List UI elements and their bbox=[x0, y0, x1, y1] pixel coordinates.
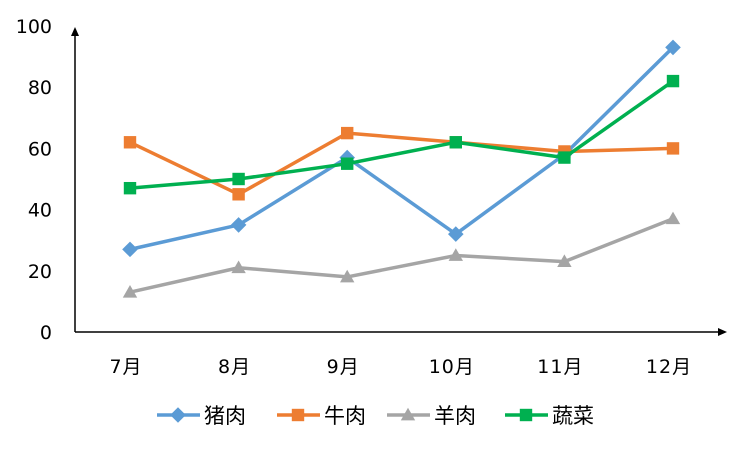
data-point bbox=[666, 142, 680, 155]
legend-item: 牛肉 bbox=[277, 404, 366, 428]
data-point bbox=[232, 188, 245, 201]
series-2 bbox=[123, 126, 680, 201]
series-line bbox=[129, 79, 675, 190]
legend-item: 蔬菜 bbox=[505, 404, 594, 428]
series-line bbox=[129, 46, 675, 252]
series-1 bbox=[122, 39, 681, 258]
legend-label: 猪肉 bbox=[204, 404, 246, 428]
series-3 bbox=[122, 211, 681, 298]
legend-marker bbox=[291, 408, 305, 422]
y-tick-label: 60 bbox=[28, 138, 52, 160]
data-point bbox=[123, 136, 137, 149]
data-point bbox=[340, 269, 355, 283]
y-tick-labels: 0 20 40 60 80 100 bbox=[16, 16, 52, 344]
legend-label: 蔬菜 bbox=[552, 404, 594, 428]
axes bbox=[71, 27, 727, 336]
series-4 bbox=[123, 74, 680, 195]
y-tick-label: 20 bbox=[28, 261, 52, 283]
x-axis-arrow bbox=[718, 328, 727, 336]
legend-marker bbox=[170, 407, 186, 423]
x-tick-label: 8月 bbox=[218, 356, 251, 378]
data-point bbox=[122, 241, 138, 258]
y-tick-label: 0 bbox=[40, 322, 52, 344]
data-point bbox=[449, 136, 462, 149]
x-tick-label: 12月 bbox=[646, 356, 692, 378]
data-point bbox=[448, 248, 463, 261]
data-point bbox=[558, 151, 571, 164]
legend-label: 牛肉 bbox=[324, 404, 366, 428]
legend: 猪肉 牛肉 羊肉 蔬菜 bbox=[157, 404, 594, 428]
data-point bbox=[341, 126, 354, 140]
data-point bbox=[123, 181, 137, 195]
y-tick-label: 100 bbox=[16, 16, 52, 38]
data-point bbox=[232, 172, 245, 186]
legend-marker bbox=[519, 408, 533, 422]
data-point bbox=[341, 157, 354, 170]
data-point bbox=[122, 285, 138, 298]
legend-item: 猪肉 bbox=[157, 404, 246, 428]
x-tick-label: 11月 bbox=[537, 356, 583, 378]
x-tick-label: 10月 bbox=[429, 356, 475, 378]
data-point bbox=[666, 74, 680, 88]
y-tick-label: 80 bbox=[28, 77, 52, 99]
data-point bbox=[231, 260, 246, 274]
data-point bbox=[665, 39, 681, 56]
data-point bbox=[448, 226, 464, 242]
series-layer bbox=[122, 39, 681, 298]
data-point bbox=[230, 217, 247, 233]
x-tick-label: 9月 bbox=[327, 356, 360, 378]
series-line bbox=[129, 217, 674, 294]
data-point bbox=[665, 211, 681, 225]
legend-item: 羊肉 bbox=[387, 404, 476, 428]
series-line bbox=[129, 131, 674, 197]
data-point bbox=[557, 254, 572, 268]
x-tick-labels: 7月 8月 9月 10月 11月 12月 bbox=[109, 356, 692, 378]
y-axis-arrow bbox=[71, 27, 79, 36]
legend-marker bbox=[400, 407, 416, 421]
legend-label: 羊肉 bbox=[434, 404, 476, 428]
y-tick-label: 40 bbox=[28, 200, 52, 222]
x-tick-label: 7月 bbox=[109, 356, 142, 378]
